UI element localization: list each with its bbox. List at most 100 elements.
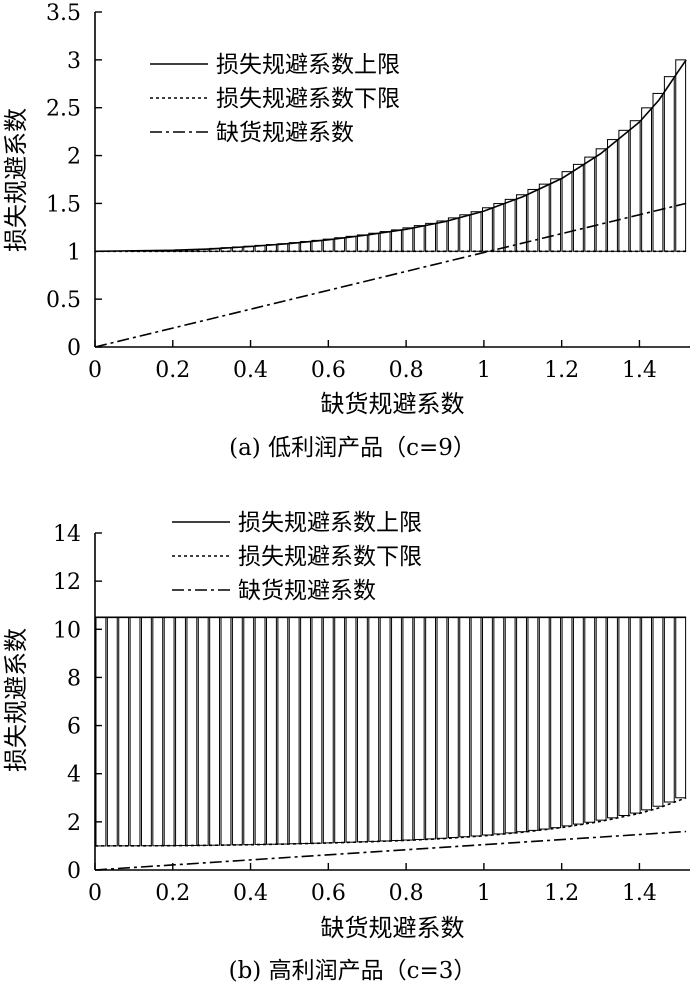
region-bar — [186, 616, 198, 846]
region-bar — [95, 616, 107, 847]
x-tick-label: 0.2 — [155, 358, 190, 383]
y-axis-title: 损失规避系数 — [2, 628, 30, 772]
region-bar — [527, 188, 539, 252]
y-tick-label: 0 — [67, 859, 81, 884]
region-bar — [368, 616, 380, 842]
y-tick-label: 6 — [67, 715, 81, 740]
region-bar — [595, 616, 607, 821]
region-bar — [140, 616, 152, 847]
legend-label: 损失规避系数上限 — [238, 510, 422, 536]
y-axis-title: 损失规避系数 — [2, 108, 30, 252]
region-bar — [447, 217, 459, 252]
region-bar — [334, 616, 346, 844]
region-bar — [584, 616, 596, 823]
region-bar — [175, 616, 186, 847]
x-tick-label: 0.6 — [311, 358, 346, 383]
region-bar — [322, 616, 334, 844]
region-bar — [481, 207, 493, 252]
region-bar — [504, 616, 516, 834]
region-bar — [391, 229, 402, 252]
region-bar — [675, 59, 687, 252]
region-bar — [629, 616, 641, 814]
region-bar — [561, 616, 573, 827]
x-tick-label: 0.8 — [389, 881, 424, 906]
region-bar — [607, 616, 618, 819]
region-bar — [356, 616, 368, 843]
x-tick-label: 0.8 — [389, 358, 424, 383]
y-tick-label: 4 — [67, 763, 81, 788]
region-bar — [675, 616, 687, 799]
x-tick-label: 1 — [477, 881, 491, 906]
region-bar — [402, 616, 414, 841]
region-bar — [345, 235, 357, 252]
region-bar — [572, 616, 584, 825]
y-tick-label: 10 — [53, 618, 81, 643]
y-tick-label: 0 — [67, 336, 81, 361]
x-tick-label: 1.4 — [622, 358, 657, 383]
region-bar — [254, 616, 266, 845]
y-tick-label: 3 — [67, 49, 81, 74]
x-tick-label: 0.4 — [233, 358, 268, 383]
series-line-solid — [94, 59, 687, 253]
region-bar — [584, 156, 596, 252]
region-bar — [550, 616, 562, 829]
x-axis-title: 缺货规避系数 — [321, 914, 465, 942]
region-bar — [322, 238, 334, 252]
region-bar — [277, 616, 289, 845]
region-bar — [413, 616, 425, 840]
region-bar — [436, 616, 448, 839]
region-bar — [561, 171, 573, 252]
region-bar — [538, 616, 550, 830]
region-bar — [481, 616, 493, 836]
region-bar — [129, 616, 141, 847]
region-bar — [595, 148, 607, 252]
y-tick-label: 2.5 — [46, 97, 81, 122]
region-bar — [527, 616, 539, 831]
series-line-dashdot — [94, 202, 687, 348]
region-bar — [379, 231, 391, 252]
region-bar — [311, 616, 323, 844]
region-bar — [538, 183, 550, 252]
y-tick-label: 12 — [53, 570, 81, 595]
region-bar — [641, 107, 653, 252]
region-bar — [413, 225, 425, 252]
y-tick-label: 2 — [67, 811, 81, 836]
region-bar — [266, 616, 277, 845]
x-tick-label: 0.4 — [233, 881, 268, 906]
legend-label: 损失规避系数下限 — [216, 86, 400, 112]
figure-caption: (b) 高利润产品（c=3） — [229, 958, 477, 984]
region-bar — [288, 616, 300, 845]
region-bar — [493, 203, 505, 252]
figure-caption: (a) 低利润产品（c=9） — [229, 435, 476, 461]
region-bar — [663, 76, 675, 252]
region-bar — [152, 616, 164, 847]
region-bar — [368, 232, 380, 252]
region-bar — [550, 178, 562, 252]
legend-label: 损失规避系数下限 — [238, 544, 422, 570]
region-bar — [572, 163, 584, 252]
x-tick-label: 1.4 — [622, 881, 657, 906]
region-bar — [641, 616, 653, 811]
legend-label: 缺货规避系数 — [238, 578, 376, 604]
region-bar — [163, 616, 175, 847]
region-bar — [220, 616, 232, 846]
region-bar — [618, 129, 630, 252]
region-bar — [618, 616, 630, 817]
region-bar — [459, 214, 471, 252]
y-tick-label: 3.5 — [46, 1, 81, 26]
region-bar — [300, 616, 311, 844]
region-bar — [652, 616, 664, 807]
y-tick-label: 1.5 — [46, 192, 81, 217]
region-bar — [231, 616, 243, 846]
region-bar — [663, 616, 675, 803]
x-axis-title: 缺货规避系数 — [321, 390, 465, 418]
legend-label: 缺货规避系数 — [216, 120, 354, 146]
region-bar — [425, 222, 437, 252]
x-tick-label: 0.6 — [311, 881, 346, 906]
series-line-dashed — [94, 797, 687, 847]
y-tick-label: 2 — [67, 145, 81, 170]
region-bar — [470, 211, 482, 252]
region-bar — [334, 237, 346, 252]
